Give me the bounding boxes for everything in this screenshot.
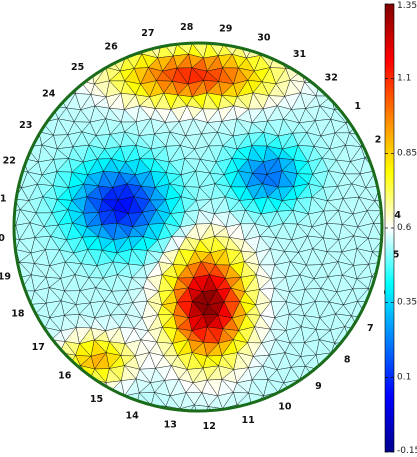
colorbar-tick-label: 0.85 xyxy=(397,148,417,158)
mesh-element-155 xyxy=(274,43,290,59)
electrode-label-21: 21 xyxy=(0,194,7,205)
mesh-element-1828 xyxy=(216,418,232,431)
colorbar-tick-label: -0.15 xyxy=(397,446,417,456)
electrode-label-32: 32 xyxy=(325,72,338,83)
electrode-label-5: 5 xyxy=(393,249,400,260)
electrode-label-4: 4 xyxy=(394,210,401,221)
electrode-label-27: 27 xyxy=(141,28,154,39)
mesh-element-1046 xyxy=(14,249,17,267)
mesh-element-86 xyxy=(203,28,217,41)
electrode-label-18: 18 xyxy=(11,308,25,319)
mesh-element-1636 xyxy=(74,378,91,397)
electrode-label-23: 23 xyxy=(19,120,32,131)
electrode-label-28: 28 xyxy=(180,22,194,33)
electrode-label-9: 9 xyxy=(315,381,322,392)
electrode-label-30: 30 xyxy=(257,33,271,44)
electrode-label-24: 24 xyxy=(42,88,56,99)
electrode-label-15: 15 xyxy=(90,394,103,405)
mesh-element-134 xyxy=(118,43,134,57)
mesh-element-154 xyxy=(270,43,287,56)
electrode-label-11: 11 xyxy=(241,415,254,426)
electrode-label-31: 31 xyxy=(293,49,306,60)
electrode-label-16: 16 xyxy=(58,371,72,382)
mesh-element-1610 xyxy=(319,366,335,384)
mesh-element-80 xyxy=(159,28,174,41)
electrode-label-13: 13 xyxy=(164,420,177,431)
mesh-element-1766 xyxy=(179,404,195,411)
electrode-label-12: 12 xyxy=(203,421,216,432)
colorbar-tick-label: 0.6 xyxy=(397,223,412,233)
electrode-label-8: 8 xyxy=(344,355,351,366)
electrode-label-14: 14 xyxy=(125,410,139,421)
electrode-label-22: 22 xyxy=(3,156,16,167)
mesh-element-527 xyxy=(14,134,28,149)
mesh-element-1441 xyxy=(349,329,367,343)
electrode-labels: 1234567891011121314151617181920212223242… xyxy=(0,22,401,432)
colorbar: 1.35 1.1 0.85 0.6 0.35 0.1 -0.15 xyxy=(384,1,417,456)
colorbar-tick-label: 1.35 xyxy=(397,1,417,11)
electrode-label-20: 20 xyxy=(0,233,5,244)
electrode-label-7: 7 xyxy=(367,323,374,334)
mesh-element-514 xyxy=(360,119,377,137)
electrode-label-1: 1 xyxy=(354,101,361,112)
mesh-element-93 xyxy=(239,43,256,44)
mesh-element-1327 xyxy=(366,301,382,318)
mesh-element-1516 xyxy=(43,352,61,370)
mesh-element-87 xyxy=(191,43,209,44)
electrode-label-19: 19 xyxy=(0,272,11,283)
electrode-label-25: 25 xyxy=(71,62,84,73)
electrode-label-10: 10 xyxy=(278,402,292,413)
colorbar-tick-label: 1.1 xyxy=(397,74,411,84)
colorbar-tick-label: 0.35 xyxy=(397,298,417,308)
electrode-label-29: 29 xyxy=(219,23,232,34)
mesh-element-189 xyxy=(90,53,107,69)
electrode-label-26: 26 xyxy=(104,41,118,52)
mesh-element-83 xyxy=(161,43,178,45)
mesh-element-90 xyxy=(230,43,246,44)
domain-boundary xyxy=(12,41,384,413)
mesh-element-1761 xyxy=(139,404,155,411)
electrode-label-2: 2 xyxy=(375,135,382,146)
mesh-element-1666 xyxy=(299,379,316,397)
colorbar-ticks: 1.35 1.1 0.85 0.6 0.35 0.1 -0.15 xyxy=(385,1,417,456)
electrode-label-17: 17 xyxy=(32,342,45,353)
mesh-element-1768 xyxy=(193,404,209,411)
colorbar-tick-label: 0.1 xyxy=(397,372,411,382)
mesh-element-1220 xyxy=(14,287,21,302)
